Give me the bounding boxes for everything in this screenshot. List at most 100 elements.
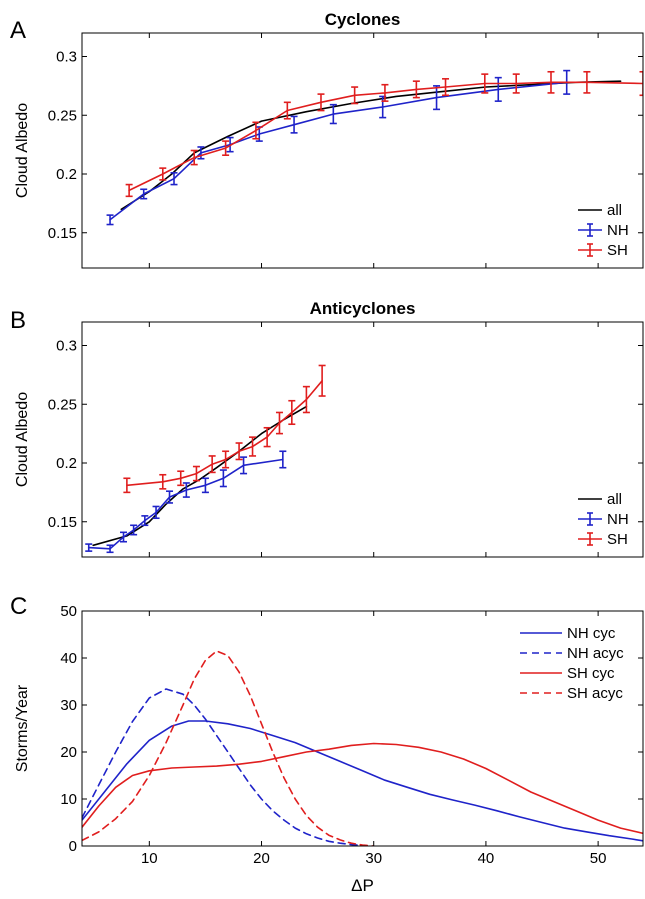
legend-label: NH acyc: [567, 645, 624, 662]
panel-c: C 10 20 30 40 50 0 10 20 30 40 50 Storms/Year ΔP NH cy…: [10, 593, 644, 895]
y-tick-label: 10: [60, 791, 77, 808]
errorbar: [318, 364, 326, 397]
errorbar: [240, 456, 248, 475]
errorbar: [412, 80, 420, 99]
errorbar: [152, 505, 160, 520]
errorbar: [159, 167, 167, 181]
errorbar: [166, 490, 174, 504]
errorbar: [106, 214, 114, 226]
axes-box: [81, 610, 644, 847]
errorbar: [263, 426, 271, 448]
y-tick-label: 20: [60, 744, 77, 761]
errorbar: [140, 188, 148, 200]
legend-label: NH cyc: [567, 625, 616, 642]
legend-label: SH cyc: [567, 665, 615, 682]
series-line-nh-acyc: [82, 688, 364, 846]
legend: all NH SH: [578, 202, 629, 259]
errorbar: [125, 183, 133, 198]
errorbar: [222, 140, 230, 156]
y-tick-label: 0: [69, 838, 77, 855]
y-tick-label: 30: [60, 697, 77, 714]
errorbar: [302, 385, 310, 414]
x-tick-label: 10: [141, 850, 158, 867]
errorbar: [141, 515, 149, 527]
errorbar: [639, 70, 643, 97]
panel-letter: A: [10, 17, 26, 44]
errorbar: [283, 101, 291, 120]
y-tick-label: 0.25: [48, 107, 77, 124]
errorbar: [433, 85, 441, 111]
legend-label: SH acyc: [567, 685, 623, 702]
errorbar: [275, 411, 283, 435]
legend-label: SH: [607, 531, 628, 548]
legend-item: SH: [578, 531, 628, 548]
errorbar: [182, 482, 190, 498]
errorbar: [583, 70, 591, 94]
panel-letter: B: [10, 307, 26, 334]
legend-item: SH: [578, 242, 628, 259]
errorbar: [159, 473, 167, 490]
x-axis-label: ΔP: [351, 876, 374, 895]
legend: NH cyc NH acyc SH cyc SH acyc: [520, 625, 624, 702]
chart-title: Anticyclones: [310, 299, 416, 318]
y-axis-label: Storms/Year: [14, 684, 31, 772]
x-tick-label: 20: [253, 850, 270, 867]
y-tick-label: 0.25: [48, 396, 77, 413]
errorbar: [494, 76, 502, 102]
errorbar: [192, 465, 200, 482]
errorbar: [190, 149, 198, 166]
y-tick-label: 40: [60, 650, 77, 667]
x-tick-label: 30: [365, 850, 382, 867]
errorbar: [120, 531, 128, 543]
errorbar: [123, 477, 131, 494]
errorbar: [106, 544, 114, 554]
errorbar: [235, 442, 243, 461]
legend-label: NH: [607, 511, 629, 528]
panel-b: B Anticyclones 0.15 0.2 0.25 0.3 Cloud Albedo a…: [10, 299, 644, 558]
legend-label: all: [607, 491, 622, 508]
axes-box: [81, 321, 644, 558]
series-line-sh-acyc: [82, 650, 375, 846]
legend-label: SH: [607, 242, 628, 259]
data-area: [106, 69, 643, 226]
legend-item: NH: [578, 222, 629, 239]
errorbar: [317, 93, 325, 112]
y-tick-label: 0.15: [48, 225, 77, 242]
y-tick-label: 0.3: [56, 49, 77, 66]
legend-label: all: [607, 202, 622, 219]
legend-item: NH acyc: [520, 645, 624, 662]
errorbar: [222, 450, 230, 469]
y-tick-label: 0.2: [56, 455, 77, 472]
series-line-sh: [128, 81, 643, 192]
legend-item: NH: [578, 511, 629, 528]
errorbar: [219, 469, 227, 488]
errorbar: [85, 543, 93, 552]
errorbar: [288, 399, 296, 426]
panel-a: A Cyclones 0.15 0.2 0.25 0.3 Cloud Albedo all NH…: [10, 10, 644, 269]
errorbar: [177, 470, 185, 487]
errorbar: [130, 524, 138, 536]
x-tick-label: 40: [478, 850, 495, 867]
legend: all NH SH: [578, 491, 629, 548]
legend-item: NH cyc: [520, 625, 616, 642]
panel-letter: C: [10, 593, 27, 620]
errorbar: [442, 78, 450, 97]
errorbar: [547, 70, 555, 94]
x-tick-label: 50: [590, 850, 607, 867]
legend-item: all: [578, 202, 622, 219]
data-area: [85, 364, 326, 554]
chart-title: Cyclones: [325, 10, 401, 29]
y-tick-label: 0.3: [56, 338, 77, 355]
series-line-nh-cyc: [82, 720, 643, 842]
y-tick-label: 0.2: [56, 166, 77, 183]
y-axis-label: Cloud Albedo: [14, 392, 31, 487]
errorbar: [329, 103, 337, 125]
errorbar: [279, 450, 287, 469]
y-tick-label: 50: [60, 603, 77, 620]
data-area: [82, 650, 643, 846]
y-tick-label: 0.15: [48, 514, 77, 531]
errorbar: [290, 115, 298, 134]
errorbar: [381, 83, 389, 102]
errorbar: [351, 86, 359, 105]
